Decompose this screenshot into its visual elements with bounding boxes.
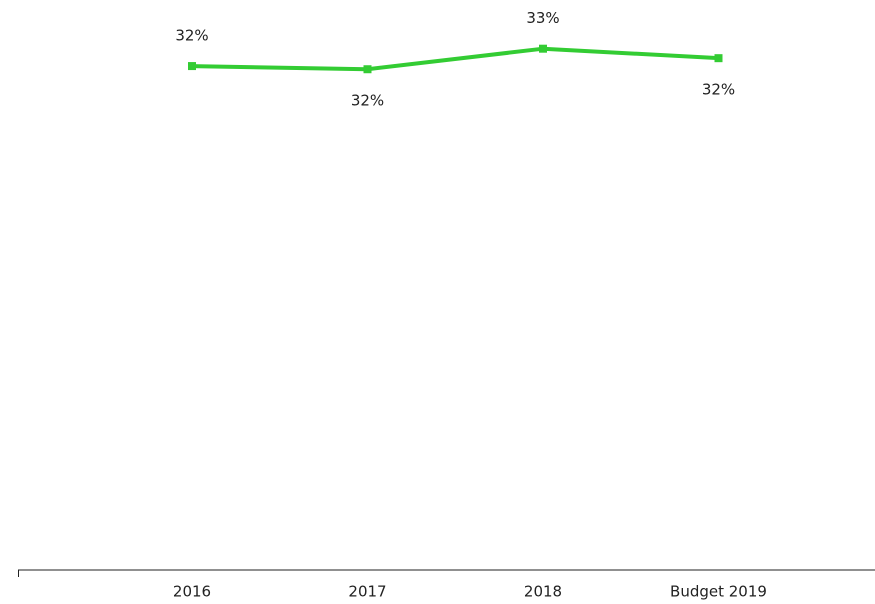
point xyxy=(539,44,547,53)
x-tick-label: 2018 xyxy=(524,583,562,601)
point xyxy=(363,65,372,74)
data-label: 33% xyxy=(526,9,559,27)
data-label: 32% xyxy=(351,92,384,110)
point xyxy=(714,54,723,63)
data-label: 32% xyxy=(175,27,208,45)
line xyxy=(191,46,719,72)
x-tick-label: 2016 xyxy=(173,583,211,601)
x-tick-label: Budget 2019 xyxy=(670,583,767,601)
point xyxy=(188,62,196,71)
x-tick-label: 2017 xyxy=(348,583,386,601)
data-label: 32% xyxy=(702,81,735,99)
